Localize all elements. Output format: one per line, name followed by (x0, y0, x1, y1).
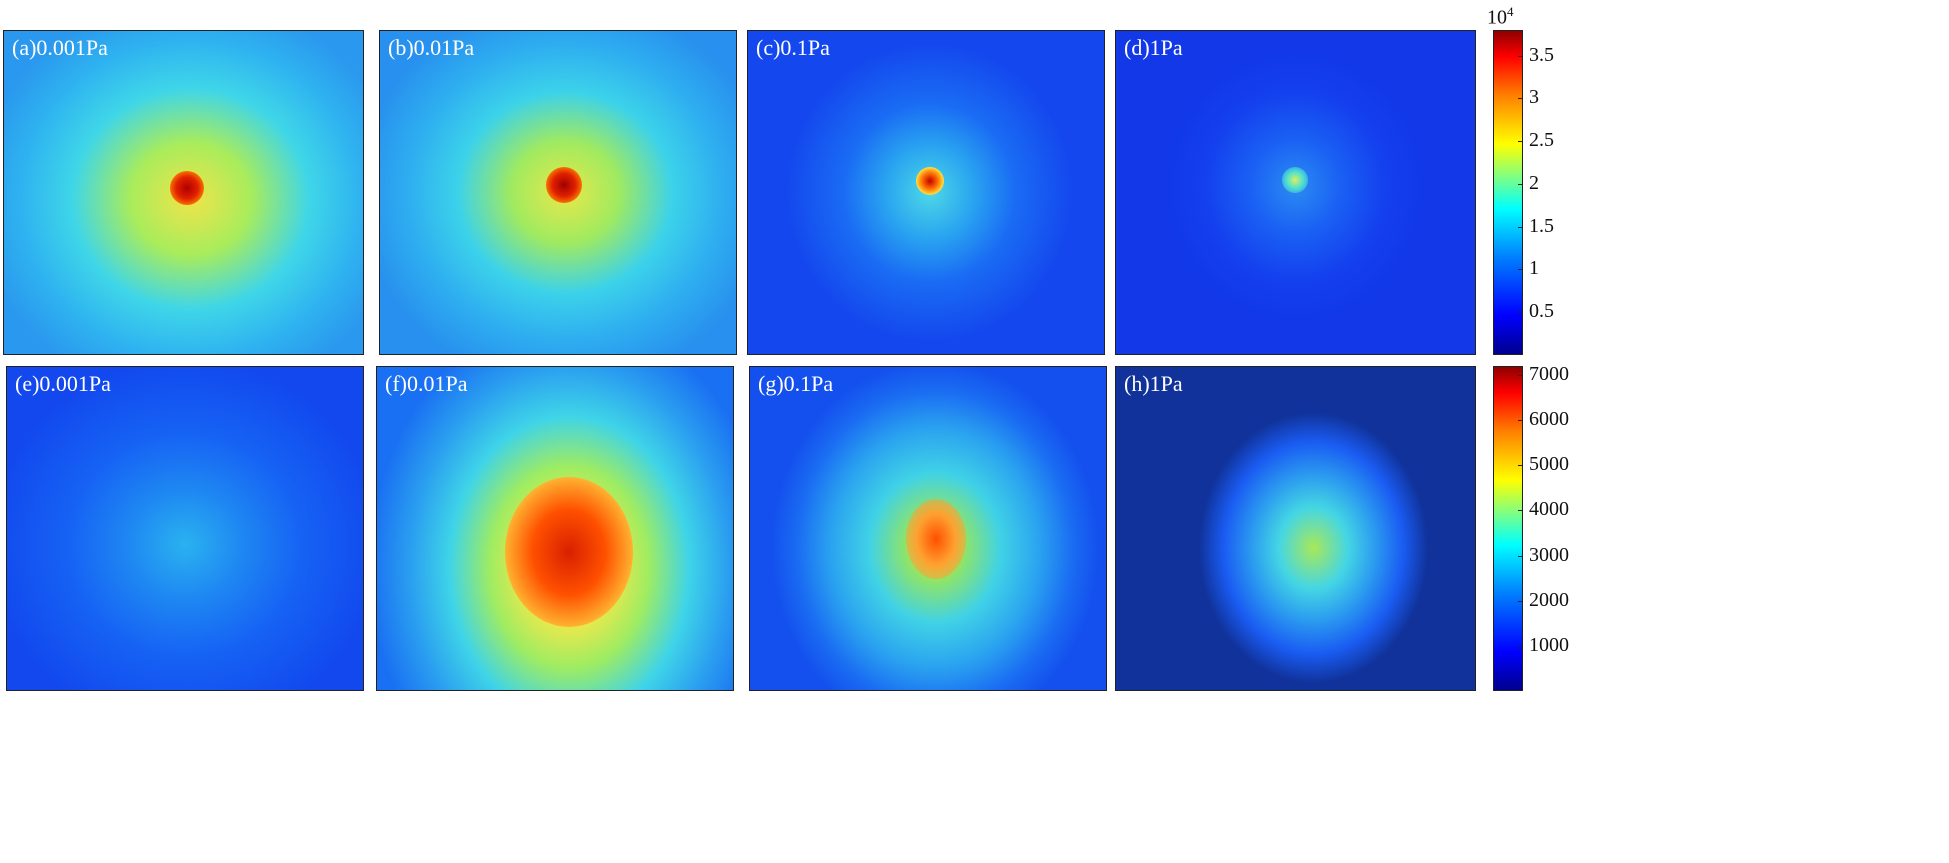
colorbar-tick-mark (1518, 600, 1523, 602)
colorbar-tick-mark (1518, 98, 1523, 100)
panel-label: (d)1Pa (1124, 35, 1183, 60)
colorbar-tick-label: 2.5 (1529, 129, 1554, 152)
colorbar-tick-label: 7000 (1529, 363, 1569, 386)
colorbar-tick-label: 1.5 (1529, 214, 1554, 237)
colorbar-tick-mark (1518, 141, 1523, 143)
colorbar-tick-label: 3.5 (1529, 43, 1554, 66)
colorbar-bottom (1493, 366, 1523, 691)
panel-label: (e)0.001Pa (15, 371, 111, 396)
colorbar-tick-mark (1518, 269, 1523, 271)
colorbar-tick-mark (1518, 420, 1523, 422)
colorbar-tick-mark (1518, 183, 1523, 185)
colorbar-tick-mark (1518, 465, 1523, 467)
panel-e: (e)0.001Pa (6, 366, 364, 691)
colorbar-tick-mark (1518, 555, 1523, 557)
colorbar-tick-label: 4000 (1529, 498, 1569, 521)
panel-label: (h)1Pa (1124, 371, 1183, 396)
panel-label: (b)0.01Pa (388, 35, 475, 60)
colorbar-tick-label: 2000 (1529, 588, 1569, 611)
colorbar-tick-label: 2 (1529, 171, 1539, 194)
colorbar-tick-mark (1518, 312, 1523, 314)
colorbar-tick-mark (1518, 226, 1523, 228)
colorbar-tick-mark (1518, 55, 1523, 57)
colorbar-tick-label: 6000 (1529, 408, 1569, 431)
panel-d: (d)1Pa (1115, 30, 1476, 355)
panel-h: (h)1Pa (1115, 366, 1476, 691)
panel-label: (a)0.001Pa (12, 35, 108, 60)
colorbar-tick-mark (1518, 375, 1523, 377)
panel-label: (f)0.01Pa (385, 371, 468, 396)
colorbar-tick-mark (1518, 645, 1523, 647)
colorbar-tick-label: 1 (1529, 257, 1539, 280)
colorbar-tick-label: 3 (1529, 86, 1539, 109)
colorbar-tick-label: 5000 (1529, 453, 1569, 476)
colorbar-tick-mark (1518, 510, 1523, 512)
exponent-power: 4 (1507, 4, 1514, 19)
colorbar-tick-label: 0.5 (1529, 300, 1554, 323)
panel-b: (b)0.01Pa (379, 30, 737, 355)
panel-label: (g)0.1Pa (758, 371, 834, 396)
colorbar-top (1493, 30, 1523, 355)
panel-c: (c)0.1Pa (747, 30, 1105, 355)
colorbar-exponent: 104 (1487, 4, 1514, 30)
panel-f: (f)0.01Pa (376, 366, 734, 691)
colorbar-tick-label: 1000 (1529, 633, 1569, 656)
panel-a: (a)0.001Pa (3, 30, 364, 355)
colorbar-tick-label: 3000 (1529, 543, 1569, 566)
panel-g: (g)0.1Pa (749, 366, 1107, 691)
exponent-base: 10 (1487, 6, 1507, 29)
panel-label: (c)0.1Pa (756, 35, 830, 60)
